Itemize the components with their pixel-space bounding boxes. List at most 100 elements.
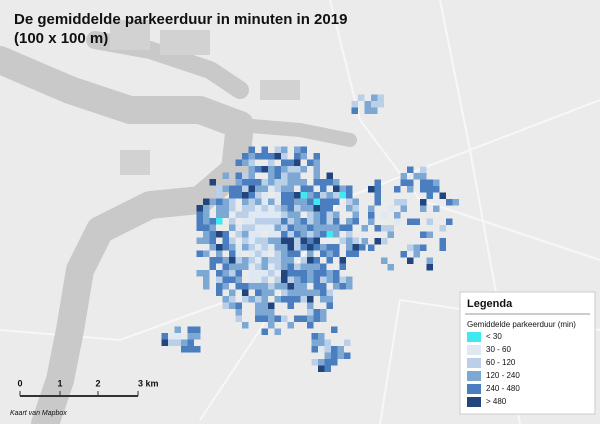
heat-cell [235,309,242,316]
heat-cell [346,205,353,212]
heat-cell [313,270,320,277]
heat-cell [274,153,281,160]
heat-cell [281,211,288,218]
heat-cell [196,250,203,257]
heat-cell [352,198,359,205]
heat-cell [313,218,320,225]
heat-cell [203,250,210,257]
heat-cell [229,185,236,192]
heat-cell [261,328,268,335]
heat-cell [229,270,236,277]
heat-cell [274,296,281,303]
heat-cell [255,166,262,173]
heat-cell [222,172,229,179]
heat-cell [300,244,307,251]
heat-cell [268,237,275,244]
heat-cell [324,346,331,353]
heat-cell [333,192,340,199]
heat-cell [287,159,294,166]
heat-cell [268,244,275,251]
heat-cell [274,270,281,277]
heat-cell [407,186,414,193]
heat-cell [287,205,294,212]
heat-cell [326,276,333,283]
heat-cell [307,263,314,270]
heat-cell [174,333,181,340]
heat-cell [203,270,210,277]
heat-cell [307,205,314,212]
heat-cell [433,205,440,212]
heat-cell [216,289,223,296]
heat-cell [242,192,249,199]
heat-cell [281,244,288,251]
heat-cell [203,231,210,238]
heat-cell [352,205,359,212]
heat-cell [287,192,294,199]
heat-cell [209,244,216,251]
heat-cell [248,185,255,192]
heat-cell [300,270,307,277]
heat-cell [300,198,307,205]
heat-cell [326,250,333,257]
heat-cell [287,276,294,283]
heat-cell [307,309,314,316]
heat-cell [261,257,268,264]
heat-cell [274,146,281,153]
heat-cell [209,224,216,231]
heat-cell [320,192,327,199]
legend-label: < 30 [486,332,502,341]
heat-cell [216,211,223,218]
heat-cell [242,185,249,192]
heat-cell [235,179,242,186]
heat-cell [216,244,223,251]
heat-cell [377,94,384,101]
heat-cell [324,359,331,366]
heat-cell [426,192,433,199]
heat-cell [209,218,216,225]
heat-cell [161,333,168,340]
heat-cell [287,302,294,309]
heat-cell [320,205,327,212]
heat-cell [261,179,268,186]
heat-cell [333,276,340,283]
legend-box [459,291,596,415]
heat-cell [261,289,268,296]
heat-cell [307,185,314,192]
heat-cell [248,146,255,153]
heat-cell [248,270,255,277]
heat-cell [229,263,236,270]
heat-cell [333,283,340,290]
heat-cell [313,179,320,186]
heat-cell [326,270,333,277]
heat-cell [394,186,401,193]
heat-cell [313,192,320,199]
heat-cell [426,179,433,186]
heat-cell [229,302,236,309]
heat-cell [287,185,294,192]
heat-cell [394,212,401,219]
heat-cell [248,153,255,160]
heat-cell [242,172,249,179]
heat-cell [294,263,301,270]
heat-cell [248,224,255,231]
heat-cell [287,179,294,186]
heat-cell [313,224,320,231]
heat-cell [331,359,338,366]
heat-cell [168,333,175,340]
heat-cell [331,346,338,353]
heat-cell [313,172,320,179]
heat-cell [248,263,255,270]
heat-cell [287,237,294,244]
heat-cell [287,211,294,218]
heat-cell [433,186,440,193]
heat-cell [242,198,249,205]
heat-cell [268,166,275,173]
heat-cell [194,346,201,353]
heat-cell [318,365,325,372]
heat-cell [229,237,236,244]
heat-cell [174,339,181,346]
heat-cell [364,107,371,114]
heat-cell [229,192,236,199]
heat-cell [268,257,275,264]
